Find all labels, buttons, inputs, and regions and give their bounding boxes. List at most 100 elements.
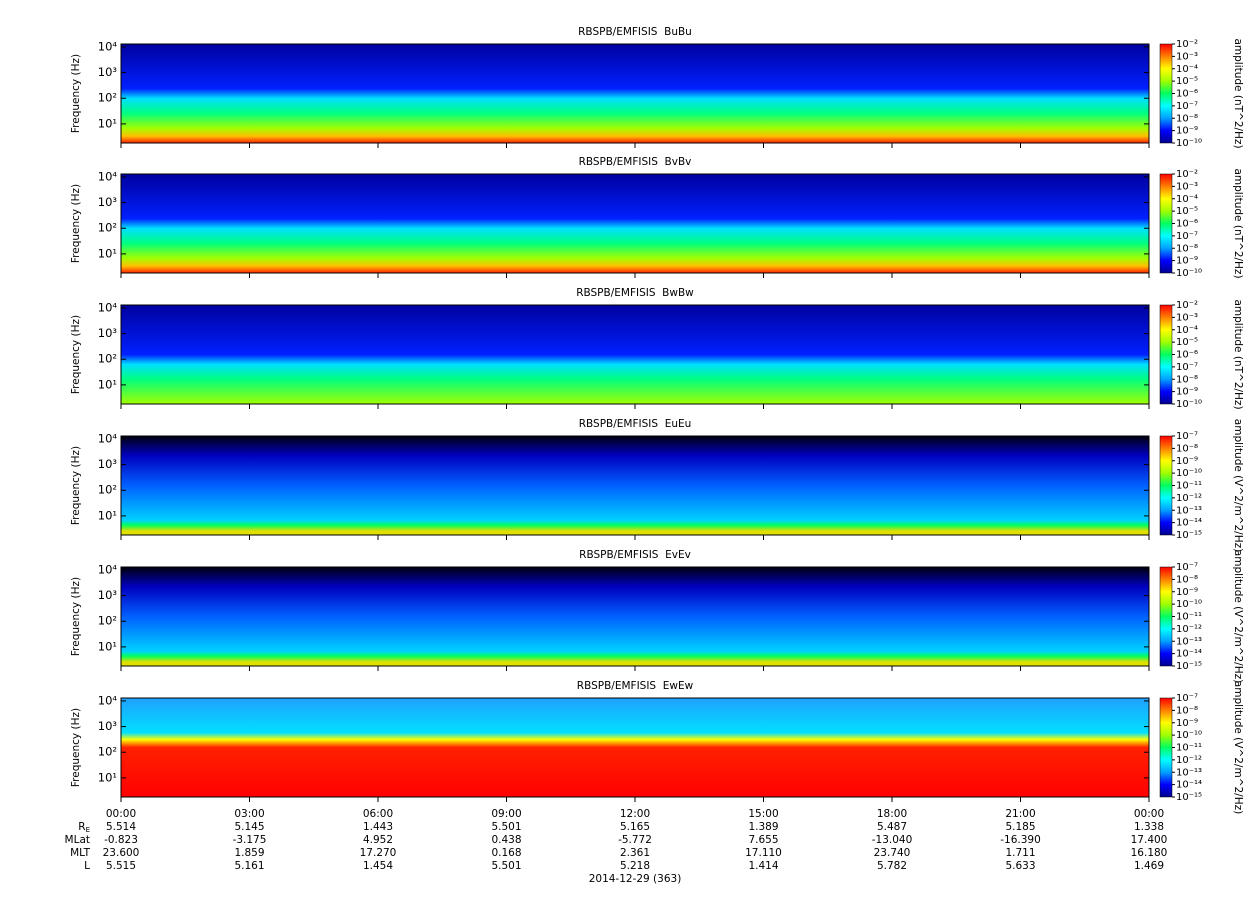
colorbar-tick-label: 10⁻¹⁰ [1176,730,1202,741]
y-axis-label: Frequency (Hz) [70,708,82,787]
ephemeris-value: 16.180 [1131,847,1168,859]
y-tick-label: 10² [98,614,117,628]
ephemeris-value: 1.454 [363,860,393,872]
colorbar-tick-label: 10⁻¹¹ [1176,743,1202,754]
colorbar-tick-label: 10⁻¹⁵ [1176,792,1202,803]
colorbar-tick-label: 10⁻⁴ [1176,64,1198,75]
colorbar-label: amplitude (V^2/m^2/Hz) [1232,419,1244,552]
colorbar-tick-label: 10⁻¹⁴ [1176,518,1202,529]
y-axis-label: Frequency (Hz) [70,446,82,525]
ephemeris-name: RE [78,821,90,834]
colorbar-tick-label: 10⁻¹⁰ [1176,268,1202,279]
ephemeris-value: 23.740 [874,847,911,859]
y-tick-label: 10¹ [98,770,117,784]
colorbar-tick-label: 10⁻⁴ [1176,325,1198,336]
spectrogram-image [121,567,1149,666]
panel-title: RBSPB/EMFISIS EuEu [579,418,692,430]
panel-title: RBSPB/EMFISIS EvEv [579,549,691,561]
ephemeris-value: 2.361 [620,847,650,859]
colorbar [1159,173,1173,274]
y-tick-label: 10⁴ [98,39,118,53]
ephemeris-value: 23.600 [103,847,140,859]
colorbar-tick-label: 10⁻¹⁴ [1176,780,1202,791]
x-tick-label: 18:00 [877,808,907,820]
colorbar [1159,566,1173,667]
colorbar-tick-label: 10⁻¹⁰ [1176,138,1202,149]
colorbar-tick-label: 10⁻¹³ [1176,636,1202,647]
colorbar-tick-label: 10⁻¹⁵ [1176,661,1202,672]
ephemeris-value: 5.487 [877,821,907,833]
x-tick-label: 06:00 [363,808,393,820]
colorbar-tick-label: 10⁻⁹ [1176,387,1198,398]
y-tick-label: 10³ [98,588,118,602]
colorbar-tick-label: 10⁻⁹ [1176,456,1198,467]
colorbar-tick-label: 10⁻⁹ [1176,718,1198,729]
y-tick-label: 10⁴ [98,562,118,576]
y-axis-label: Frequency (Hz) [70,315,82,394]
panel-title: RBSPB/EMFISIS BuBu [578,26,692,38]
colorbar [1159,43,1173,144]
colorbar-tick-label: 10⁻⁹ [1176,126,1198,137]
ephemeris-value: 1.414 [748,860,778,872]
colorbar-tick-label: 10⁻⁸ [1176,374,1198,385]
colorbar-tick-label: 10⁻¹² [1176,755,1202,766]
x-tick-label: 03:00 [234,808,264,820]
colorbar-label: amplitude (V^2/m^2/Hz) [1232,550,1244,683]
y-axis-label: Frequency (Hz) [70,184,82,263]
ephemeris-value: 5.218 [620,860,650,872]
colorbar-tick-label: 10⁻⁷ [1176,431,1198,442]
y-tick-label: 10¹ [98,116,117,130]
ephemeris-value: 0.438 [491,834,521,846]
colorbar-tick-label: 10⁻⁹ [1176,256,1198,267]
colorbar-tick-label: 10⁻³ [1176,51,1198,62]
colorbar-tick-label: 10⁻² [1176,39,1198,50]
ephemeris-value: 5.161 [234,860,264,872]
y-tick-label: 10³ [98,326,118,340]
colorbar-tick-label: 10⁻¹⁰ [1176,399,1202,410]
x-tick-label: 15:00 [748,808,778,820]
x-tick-label: 09:00 [491,808,521,820]
y-tick-label: 10² [98,91,117,105]
ephemeris-value: -5.772 [618,834,652,846]
ephemeris-value: 7.655 [748,834,778,846]
y-tick-label: 10³ [98,719,118,733]
colorbar-tick-label: 10⁻¹³ [1176,505,1202,516]
colorbar-tick-label: 10⁻⁶ [1176,350,1198,361]
panel-title: RBSPB/EMFISIS EwEw [577,680,694,692]
colorbar-tick-label: 10⁻¹² [1176,493,1202,504]
ephemeris-value: 5.501 [491,821,521,833]
ephemeris-name-sub: E [86,826,90,834]
ephemeris-value: 1.859 [234,847,264,859]
colorbar-tick-label: 10⁻⁴ [1176,194,1198,205]
colorbar-tick-label: 10⁻⁸ [1176,243,1198,254]
ephemeris-value: 1.389 [748,821,778,833]
panel-title: RBSPB/EMFISIS BvBv [579,156,692,168]
colorbar-tick-label: 10⁻³ [1176,181,1198,192]
colorbar [1159,435,1173,536]
colorbar-tick-label: 10⁻⁷ [1176,562,1198,573]
ephemeris-value: 17.110 [745,847,782,859]
y-axis-label: Frequency (Hz) [70,54,82,133]
ephemeris-value: 1.443 [363,821,393,833]
colorbar-tick-label: 10⁻⁶ [1176,89,1198,100]
ephemeris-name-text: R [78,821,85,833]
ephemeris-value: 5.501 [491,860,521,872]
y-tick-label: 10² [98,745,117,759]
colorbar-tick-label: 10⁻⁵ [1176,206,1198,217]
y-tick-label: 10³ [98,195,118,209]
colorbar-tick-label: 10⁻¹³ [1176,767,1202,778]
spectrogram-image [121,698,1149,797]
ephemeris-name: MLat [65,834,90,846]
ephemeris-value: 17.400 [1131,834,1168,846]
ephemeris-value: 5.145 [234,821,264,833]
ephemeris-name-text: MLat [65,834,90,846]
spectrogram-image [121,305,1149,404]
colorbar [1159,697,1173,798]
y-tick-label: 10¹ [98,508,117,522]
colorbar-tick-label: 10⁻⁷ [1176,231,1198,242]
y-tick-label: 10⁴ [98,693,118,707]
spectrogram-image [121,44,1149,143]
spectrogram-image [121,174,1149,273]
